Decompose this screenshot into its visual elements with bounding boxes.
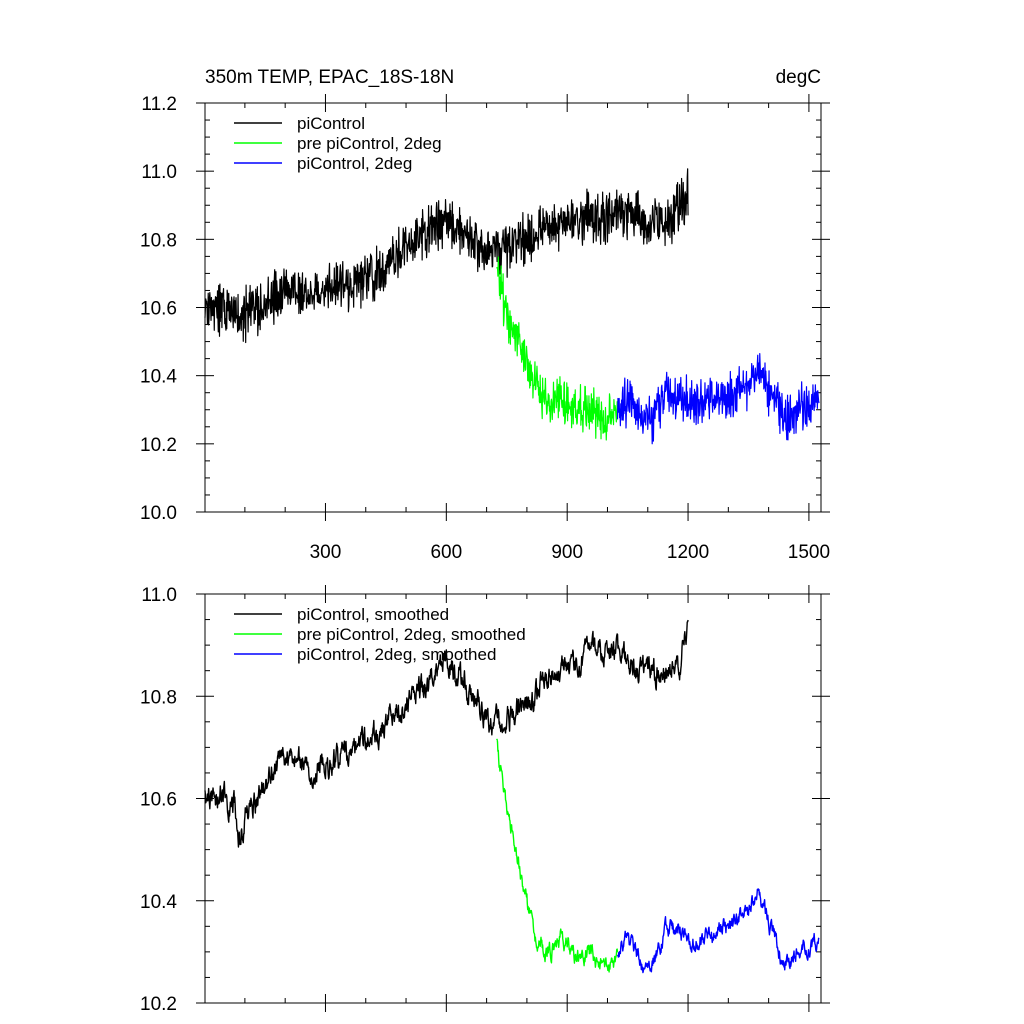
x-tick-label: 600 [430,542,462,563]
chart-title: 350m TEMP, EPAC_18S-18N [205,67,454,88]
y-tick-label: 10.6 [140,299,177,320]
y-tick-label: 11.0 [141,162,177,183]
y-tick-label: 10.4 [140,892,177,913]
y-tick-label: 10.8 [140,687,177,708]
x-tick-label: 900 [551,542,583,563]
y-tick-label: 11.2 [141,94,177,115]
legend-label: piControl, smoothed [297,605,449,624]
series-line [204,619,689,848]
legend-label: piControl, 2deg [297,154,412,173]
y-tick-label: 10.6 [140,790,177,811]
legend-label: piControl [297,114,365,133]
series-line [204,168,689,344]
series-line [616,353,820,445]
chart-units-label: degC [776,67,821,88]
y-tick-label: 10.4 [140,367,177,388]
series-line [496,256,619,441]
legend-label: pre piControl, 2deg [297,134,442,153]
legend-label: pre piControl, 2deg, smoothed [297,625,526,644]
x-tick-label: 300 [310,542,342,563]
y-tick-label: 10.2 [140,994,177,1015]
y-tick-label: 11.0 [141,585,177,606]
y-tick-label: 10.0 [140,503,177,524]
legend-label: piControl, 2deg, smoothed [297,645,496,664]
y-tick-label: 10.8 [140,230,177,251]
series-line [496,738,619,973]
top-panel: 300 600 900 1200 1500 10.0 10.2 10.4 10.6 10.8 11.… [140,94,830,563]
x-tick-label: 1500 [788,542,830,563]
y-tick-label: 10.2 [140,435,177,456]
x-tick-label: 1200 [667,542,709,563]
series-line [616,888,820,974]
